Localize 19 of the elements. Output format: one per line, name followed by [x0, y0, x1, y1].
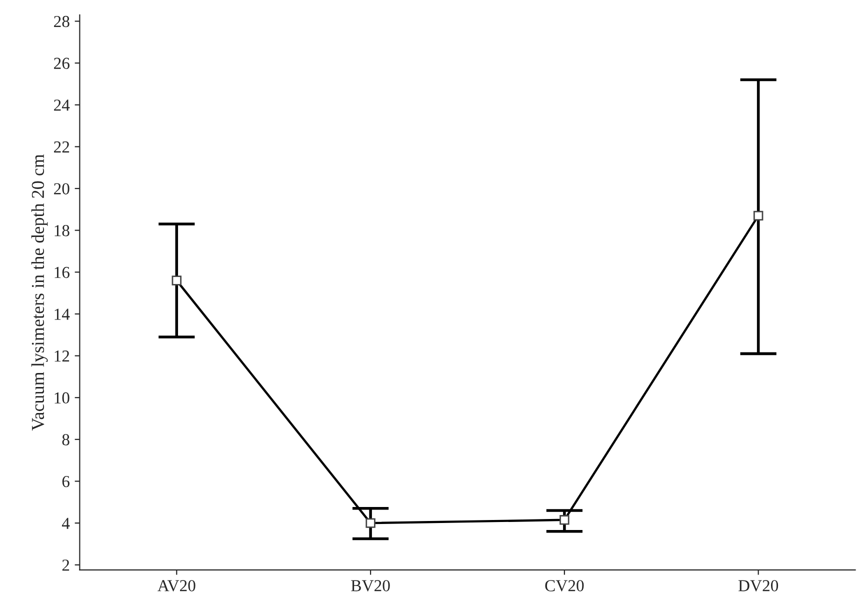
y-tick-label: 12	[54, 350, 70, 362]
y-tick-label: 6	[62, 476, 70, 488]
y-tick-label: 24	[54, 100, 70, 111]
y-tick-label: 26	[54, 58, 70, 69]
y-tick-label: 14	[54, 308, 70, 320]
y-axis-title: Vacuum lysimeters in the depth 20 cm	[31, 154, 48, 431]
x-tick-label: AV20	[158, 580, 196, 592]
y-tick-label: 22	[54, 141, 70, 152]
y-tick-label: 2	[62, 560, 70, 571]
y-tick-label: 16	[54, 266, 70, 278]
y-tick-label: 18	[54, 225, 70, 236]
y-tick-label: 10	[54, 392, 70, 404]
y-tick-label: 4	[62, 518, 70, 529]
y-tick-label: 28	[54, 16, 70, 28]
x-tick-label: CV20	[545, 580, 584, 592]
y-tick-label: 20	[54, 183, 70, 194]
x-tick-label: DV20	[738, 580, 778, 592]
x-tick-label: BV20	[351, 580, 390, 592]
y-tick-label: 8	[62, 434, 70, 446]
